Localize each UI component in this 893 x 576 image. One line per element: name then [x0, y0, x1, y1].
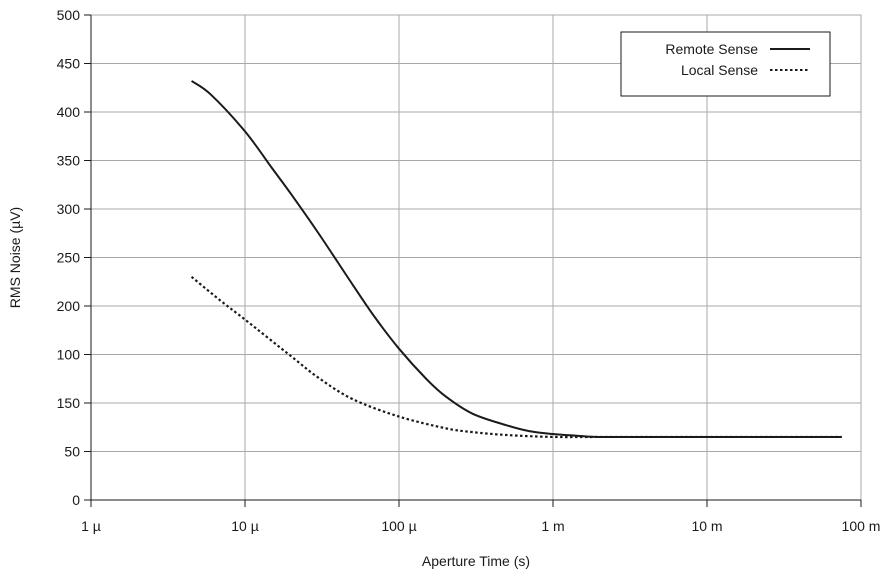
y-tick-label: 200: [57, 298, 81, 314]
y-axis-title: RMS Noise (µV): [7, 207, 23, 308]
x-axis-title: Aperture Time (s): [422, 553, 530, 569]
legend-box: [620, 31, 831, 97]
y-tick-label: 500: [57, 7, 81, 23]
legend-label-remote-sense: Remote Sense: [665, 41, 758, 57]
x-tick-label: 100 m: [842, 518, 881, 534]
y-tick-label: 350: [57, 153, 81, 169]
y-tick-label: 250: [57, 250, 81, 266]
y-tick-label: 300: [57, 201, 81, 217]
series-line-remote-sense: [191, 80, 842, 439]
y-tick-label: 0: [72, 492, 80, 508]
y-tick-label: 400: [57, 104, 81, 120]
tick-labels: 0 50 150 100 200 250 300 350 400 450 500 1 µ 10 µ 100…: [57, 7, 881, 534]
y-tick-label: 50: [64, 444, 80, 460]
legend-label-local-sense: Local Sense: [681, 62, 758, 78]
series-group: [190, 80, 842, 439]
x-tick-label: 10 µ: [231, 518, 259, 534]
y-tick-label: 150: [57, 395, 81, 411]
x-tick-label: 10 m: [691, 518, 722, 534]
legend: Remote Sense Local Sense: [620, 31, 831, 97]
y-tick-label: 450: [57, 56, 81, 72]
x-tick-label: 100 µ: [381, 518, 416, 534]
x-tick-label: 1 m: [541, 518, 564, 534]
series-line-local-sense: [190, 276, 842, 439]
y-tick-label: 100: [57, 347, 81, 363]
x-tick-label: 1 µ: [81, 518, 101, 534]
